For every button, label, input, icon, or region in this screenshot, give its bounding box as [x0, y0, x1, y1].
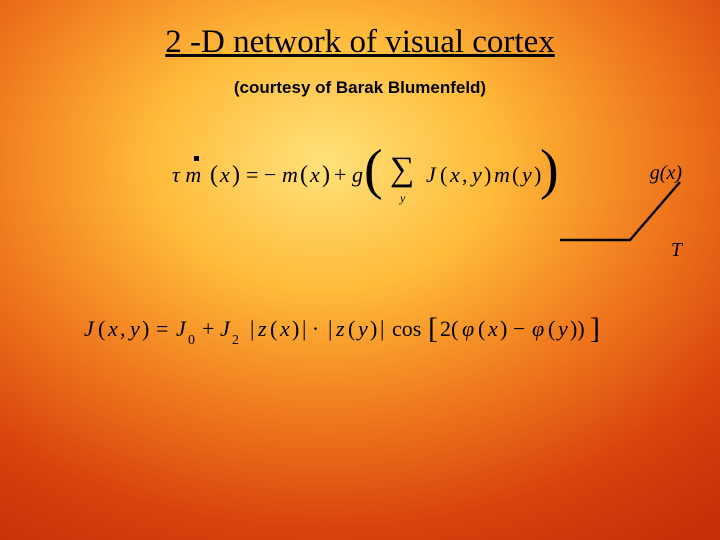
svg-text:(: ( — [548, 316, 555, 341]
svg-text:+: + — [202, 316, 214, 341]
svg-text:): ) — [292, 316, 299, 341]
equation-1: τ m ( x ) = − m ( x ) + g ( ∑ y J ( x , … — [160, 136, 560, 216]
svg-text:(: ( — [270, 316, 277, 341]
svg-text:(: ( — [440, 162, 447, 187]
equation-2: J ( x , y ) = J 0 + J 2 | z ( x ) | · | … — [80, 300, 650, 360]
slide: 2 -D network of visual cortex (courtesy … — [0, 0, 720, 540]
svg-text:|: | — [250, 316, 254, 341]
svg-text:y: y — [556, 316, 568, 341]
svg-text:φ: φ — [462, 316, 474, 341]
svg-text:)): )) — [570, 316, 585, 341]
svg-text:y: y — [399, 191, 406, 205]
svg-text:]: ] — [590, 312, 600, 345]
svg-text:+: + — [334, 162, 346, 187]
svg-text:m: m — [494, 162, 510, 187]
svg-text:(: ( — [300, 162, 308, 188]
svg-text:x: x — [219, 162, 230, 187]
svg-text:y: y — [520, 162, 532, 187]
svg-text:) −: ) − — [500, 316, 525, 341]
svg-text:x: x — [107, 316, 118, 341]
svg-text:,: , — [462, 162, 468, 187]
slide-subtitle: (courtesy of Barak Blumenfeld) — [0, 78, 720, 98]
g-of-x-label: g(x) — [650, 162, 682, 185]
svg-text:[: [ — [428, 312, 438, 345]
svg-text:x: x — [279, 316, 290, 341]
svg-text:|: | — [328, 316, 332, 341]
svg-text:J: J — [176, 316, 187, 341]
svg-text:0: 0 — [188, 333, 195, 348]
threshold-label: T — [671, 239, 682, 262]
svg-text:τ m: τ m — [172, 162, 201, 187]
svg-text:J: J — [426, 162, 437, 187]
svg-text:y: y — [128, 316, 140, 341]
svg-text:,: , — [120, 316, 126, 341]
svg-text:(: ( — [512, 162, 519, 187]
svg-text:z: z — [335, 316, 345, 341]
svg-text:(: ( — [210, 162, 218, 188]
svg-text:): ) — [232, 162, 240, 188]
svg-text:∑: ∑ — [390, 151, 414, 188]
svg-text:): ) — [370, 316, 377, 341]
svg-text:): ) — [484, 162, 491, 187]
svg-text:x: x — [449, 162, 460, 187]
svg-text:|: | — [380, 316, 384, 341]
svg-text:y: y — [356, 316, 368, 341]
svg-text:φ: φ — [532, 316, 544, 341]
svg-text:cos: cos — [392, 316, 421, 341]
svg-text:y: y — [470, 162, 482, 187]
svg-text:(: ( — [98, 316, 105, 341]
svg-text:): ) — [322, 162, 330, 188]
svg-text:2: 2 — [232, 333, 239, 348]
svg-text:J: J — [220, 316, 231, 341]
slide-title: 2 -D network of visual cortex — [0, 24, 720, 61]
svg-text:x: x — [487, 316, 498, 341]
svg-text:g: g — [352, 162, 363, 187]
svg-text:= −: = − — [246, 162, 276, 187]
svg-text:| ·: | · — [302, 316, 319, 341]
svg-text:(: ( — [364, 139, 383, 201]
svg-text:=: = — [156, 316, 168, 341]
svg-text:): ) — [142, 316, 149, 341]
activation-plot: g(x) T — [560, 150, 690, 260]
svg-text:m: m — [282, 162, 298, 187]
svg-text:z: z — [257, 316, 267, 341]
svg-text:J: J — [84, 316, 95, 341]
svg-text:2(: 2( — [440, 316, 458, 341]
svg-text:x: x — [309, 162, 320, 187]
svg-text:(: ( — [348, 316, 355, 341]
svg-text:(: ( — [478, 316, 485, 341]
svg-text:): ) — [540, 139, 559, 201]
